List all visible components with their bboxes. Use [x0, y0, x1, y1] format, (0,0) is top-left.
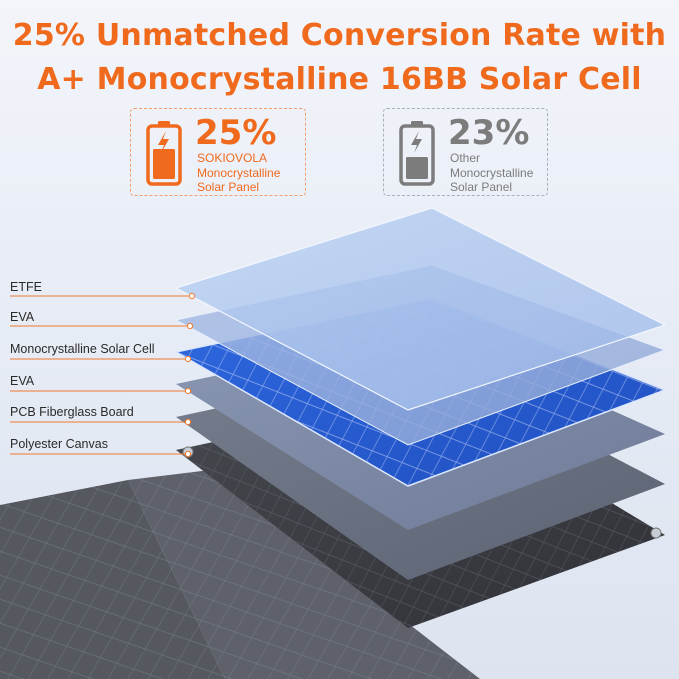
- layer-label-etfe: ETFE: [10, 280, 42, 294]
- comparison-card-sokiovola: 25% SOKIOVOLA Monocrystalline Solar Pane…: [130, 108, 306, 196]
- panel-noun: Solar Panel: [197, 180, 260, 194]
- folded-panel-background: [0, 470, 480, 679]
- leader-dots: [184, 292, 196, 458]
- layer-label-polyester-canvas: Polyester Canvas: [10, 437, 108, 451]
- comparison-description: Other Monocrystalline Solar Panel: [450, 151, 533, 195]
- battery-charging-icon: [399, 121, 435, 186]
- comparison-card-other: 23% Other Monocrystalline Solar Panel: [383, 108, 548, 196]
- layer-label-eva-bottom: EVA: [10, 374, 35, 388]
- headline-line-2: A+ Monocrystalline 16BB Solar Cell: [37, 62, 642, 97]
- headline-line-1: 25% Unmatched Conversion Rate with: [12, 18, 667, 53]
- layer-label-solar-cell: Monocrystalline Solar Cell: [10, 342, 155, 356]
- layer-label-pcb-board: PCB Fiberglass Board: [10, 405, 134, 419]
- panel-noun: Solar Panel: [450, 180, 513, 194]
- brand-name: Other: [450, 151, 481, 165]
- layer-label-eva-top: EVA: [10, 310, 35, 324]
- conversion-rate-value: 25%: [195, 113, 277, 153]
- conversion-rate-value: 23%: [448, 113, 530, 153]
- headline: 25% Unmatched Conversion Rate with A+ Mo…: [0, 14, 679, 102]
- panel-type: Monocrystalline: [450, 165, 534, 180]
- brand-name: SOKIOVOLA: [197, 151, 268, 165]
- comparison-description: SOKIOVOLA Monocrystalline Solar Panel: [197, 151, 280, 195]
- layer-etfe: [174, 207, 667, 411]
- panel-type: Monocrystalline: [197, 165, 281, 180]
- battery-charging-icon: [146, 121, 182, 186]
- leader-lines: [10, 295, 190, 455]
